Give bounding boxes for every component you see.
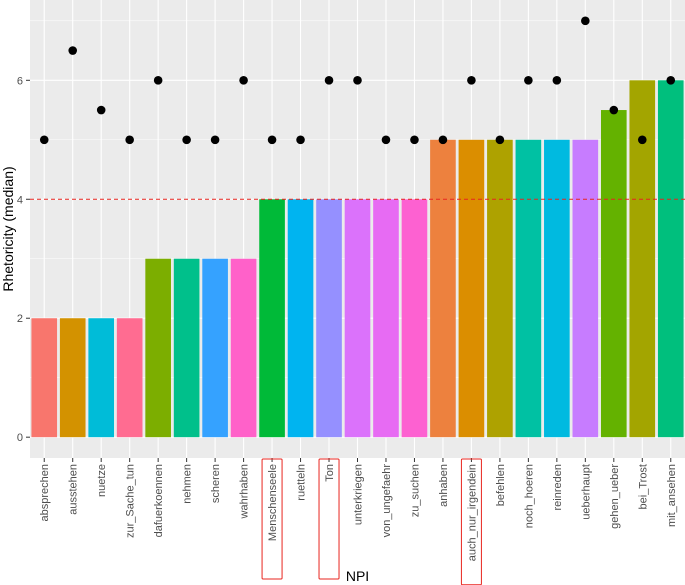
x-tick-label: nuetze xyxy=(96,464,108,497)
point-Menschenseele xyxy=(267,135,277,145)
bar-bei_Trost xyxy=(629,80,656,438)
x-tick-label: anhaben xyxy=(438,464,450,507)
point-auch_nur_irgendein xyxy=(467,75,476,85)
x-tick-label: noch_hoeren xyxy=(523,464,535,528)
point-anhaben xyxy=(438,135,448,145)
bar-dafuerkoennen xyxy=(145,258,171,438)
x-tick-label: mit_ansehen xyxy=(666,464,678,527)
point-von_ungefaehr xyxy=(381,135,391,145)
bar-auch_nur_irgendein xyxy=(458,139,485,438)
x-tick-label: reinreden xyxy=(552,464,564,510)
point-bei_Trost xyxy=(637,135,647,145)
bar-mit_ansehen xyxy=(657,80,684,438)
y-tick-label: 0 xyxy=(17,432,23,444)
y-axis-title: Rhetoricity (median) xyxy=(0,166,16,291)
point-wahrhaben xyxy=(239,75,248,85)
bar-gehen_ueber xyxy=(600,110,627,438)
bar-befehlen xyxy=(487,139,513,438)
x-tick-label: ruetteln xyxy=(296,464,308,501)
bar-scheren xyxy=(202,258,228,438)
x-tick-label: nehmen xyxy=(182,464,194,504)
x-tick-label: zu_suchen xyxy=(409,464,421,517)
x-tick-label: gehen_ueber xyxy=(609,464,621,529)
x-tick-label: ausstehen xyxy=(68,464,80,515)
x-tick-label: absprechen xyxy=(39,464,51,522)
point-zur_Sache_tun xyxy=(125,135,134,145)
x-tick-label: Ton xyxy=(324,464,336,482)
x-tick-label: Menschenseele xyxy=(267,464,279,541)
x-tick-label: zur_Sache_tun xyxy=(125,464,137,538)
bar-unterkriegen xyxy=(344,199,371,438)
x-axis-title: NPI xyxy=(346,568,369,584)
x-tick-label: ueberhaupt xyxy=(580,464,592,520)
y-axis: 0 2 4 6 xyxy=(17,75,30,444)
data-points xyxy=(39,16,676,145)
x-tick-label: befehlen xyxy=(495,464,507,506)
bar-nehmen xyxy=(173,258,200,438)
point-nehmen xyxy=(182,135,191,145)
bar-Ton xyxy=(316,199,342,438)
point-Ton xyxy=(324,75,334,85)
point-befehlen xyxy=(495,135,505,145)
point-ausstehen xyxy=(68,46,78,55)
bar-zur_Sache_tun xyxy=(116,318,143,438)
bar-Menschenseele xyxy=(259,199,285,438)
x-axis: absprechen ausstehen nuetze zur_Sache_tun da… xyxy=(39,458,678,561)
x-tick-label: auch_nur_irgendein xyxy=(466,464,478,561)
x-tick-label: von_ungefaehr xyxy=(381,464,393,538)
bar-noch_hoeren xyxy=(515,139,542,438)
x-tick-label: dafuerkoennen xyxy=(153,464,165,537)
point-nuetze xyxy=(96,105,106,115)
bar-ausstehen xyxy=(59,318,86,438)
point-noch_hoeren xyxy=(524,75,533,85)
point-gehen_ueber xyxy=(609,105,619,115)
point-absprechen xyxy=(39,135,49,145)
x-tick-label: unterkriegen xyxy=(353,464,365,525)
bar-von_ungefaehr xyxy=(373,199,399,438)
highlight-box-Menschenseele xyxy=(261,458,283,580)
point-ueberhaupt xyxy=(581,16,590,26)
y-tick-label: 4 xyxy=(17,194,23,206)
y-tick-label: 2 xyxy=(17,313,23,325)
x-tick-label: wahrhaben xyxy=(239,464,251,519)
bar-anhaben xyxy=(430,139,456,438)
bar-absprechen xyxy=(31,318,58,438)
bar-wahrhaben xyxy=(230,258,257,438)
point-dafuerkoennen xyxy=(153,75,163,85)
point-reinreden xyxy=(552,75,562,85)
x-tick-label: bei_Trost xyxy=(637,464,649,509)
bar-reinreden xyxy=(544,139,570,438)
y-tick-label: 6 xyxy=(17,75,23,87)
point-scheren xyxy=(210,135,220,145)
bars xyxy=(31,80,684,438)
highlight-box-Ton xyxy=(318,458,340,580)
bar-zu_suchen xyxy=(401,199,428,438)
point-mit_ansehen xyxy=(666,75,676,85)
point-unterkriegen xyxy=(353,75,362,85)
bar-ueberhaupt xyxy=(572,139,599,438)
point-zu_suchen xyxy=(410,135,419,145)
x-tick-label: scheren xyxy=(210,464,222,503)
bar-ruetteln xyxy=(287,199,314,438)
point-ruetteln xyxy=(296,135,305,145)
bar-nuetze xyxy=(88,318,115,438)
